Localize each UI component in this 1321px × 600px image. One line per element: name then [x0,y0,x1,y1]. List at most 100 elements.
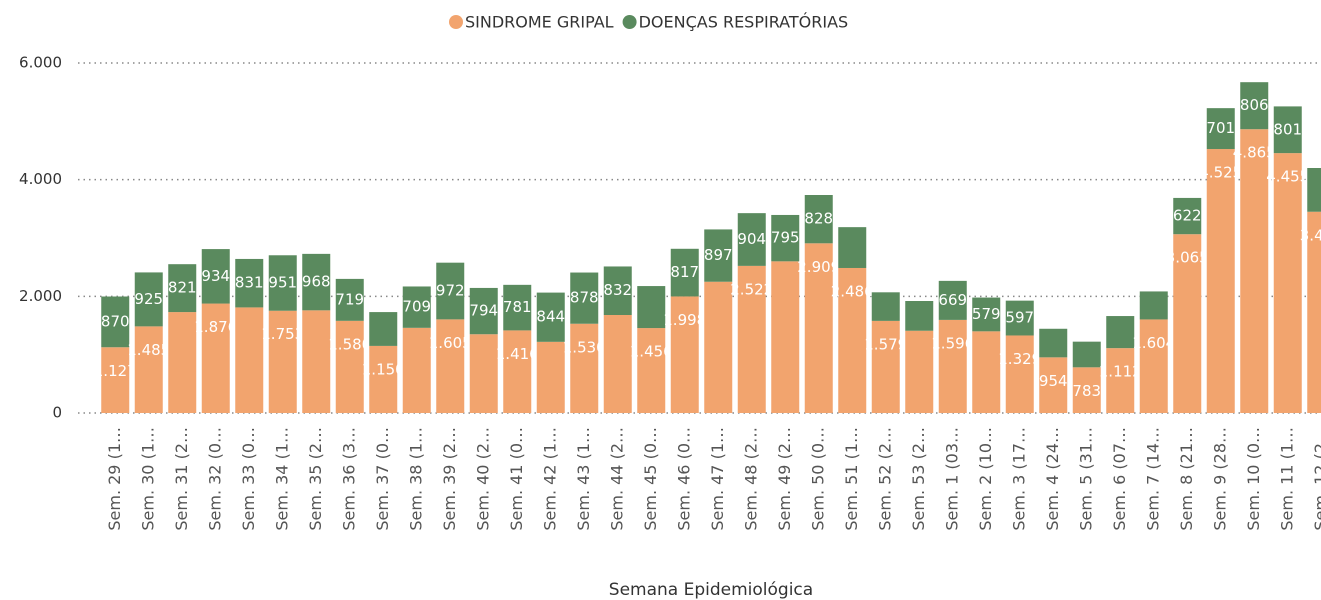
data-label: 831 [235,274,264,292]
bar-segment [1139,319,1168,413]
data-label: 828 [804,210,833,228]
x-tick-label: Sem. 1 (03… [942,427,961,531]
bar-segment [603,266,632,315]
bar-segment [1005,300,1034,336]
data-label: 794 [469,302,498,320]
bar-segment [1273,153,1302,413]
bar-segment [101,347,130,413]
x-tick-label: Sem. 33 (0… [239,427,258,531]
bar-segment [637,328,666,413]
bar-segment [1106,316,1135,349]
data-label: 1.580 [328,335,371,353]
x-tick-label: Sem. 10 (0… [1244,427,1263,531]
x-tick-label: Sem. 39 (2… [440,427,459,531]
bar-segment [1307,211,1321,413]
data-label: 781 [503,298,532,316]
data-label: 897 [704,246,733,264]
x-tick-label: Sem. 41 (0… [507,427,526,531]
x-tick-label: Sem. 29 (1… [105,427,124,531]
bar-segment [972,297,1001,332]
x-tick-label: Sem. 37 (0… [373,427,392,531]
bar-segment [737,213,766,266]
data-label: 870 [101,312,130,330]
bar-segment [469,334,498,413]
bar-segment [1173,234,1202,413]
x-tick-label: Sem. 5 (31… [1076,427,1095,531]
data-label: 669 [938,291,967,309]
legend-marker [449,15,463,29]
bar-segment [570,272,599,324]
legend-label: SINDROME GRIPAL [465,13,614,32]
x-tick-label: Sem. 43 (1… [574,427,593,531]
bar-segment [1039,357,1068,413]
bar-segment [704,281,733,413]
x-tick-label: Sem. 12 (2… [1311,427,1321,531]
data-label: 1.485 [127,341,170,359]
bar-segment [402,286,431,328]
data-label: 904 [737,230,766,248]
data-label: 1.998 [663,311,706,329]
data-label: 925 [134,290,163,308]
x-tick-label: Sem. 35 (2… [306,427,325,531]
data-label: 3.450 [1300,226,1321,244]
bar-segment [637,286,666,329]
data-label: 1.150 [362,360,405,378]
data-label: 1.579 [864,335,907,353]
x-tick-label: Sem. 38 (1… [406,427,425,531]
data-label: 2.909 [797,258,840,276]
x-axis-title: Semana Epidemiológica [609,580,813,600]
data-label: 878 [570,289,599,307]
data-label: 622 [1173,207,1202,225]
bar-segment [302,310,331,413]
data-label: 4.455 [1266,168,1309,186]
data-label: 954 [1039,372,1068,390]
data-label: 2.486 [831,282,874,300]
bar-segment [201,303,230,413]
data-label: 951 [268,274,297,292]
bar-segment [402,327,431,413]
bar-segment [1240,129,1269,414]
data-label: 1.456 [630,343,673,361]
data-label: 806 [1240,96,1269,114]
bar-segment [1005,335,1034,413]
x-tick-label: Sem. 40 (2… [473,427,492,531]
bar-segment [1273,106,1302,154]
data-label: 701 [1206,119,1235,137]
data-label: 783 [1072,382,1101,400]
data-label: 1.604 [1132,334,1175,352]
bar-segment [436,262,465,320]
bar-segment [972,331,1001,413]
bar-segment [201,249,230,304]
x-tick-label: Sem. 53 (2… [909,427,928,531]
bar-segment [905,301,934,331]
bar-segment [938,280,967,320]
bar-segment [1106,348,1135,413]
data-label: 1.416 [496,345,539,363]
x-tick-label: Sem. 48 (2… [741,427,760,531]
bar-segment [302,253,331,311]
bar-segment [101,296,130,348]
data-label: 1.605 [429,334,472,352]
bar-segment [134,272,163,327]
x-tick-label: Sem. 30 (1… [138,427,157,531]
data-label: 579 [972,305,1001,323]
bar-segment [168,264,197,313]
data-label: 4.865 [1233,144,1276,162]
data-label: 1.876 [194,318,237,336]
bar-segment [335,278,364,321]
data-label: 1.127 [94,362,137,380]
bar-segment [503,330,532,413]
bar-segment [536,292,565,342]
y-tick-label: 2.000 [19,287,62,305]
data-label: 1.530 [563,338,606,356]
data-label: 597 [1005,309,1034,327]
bar-segment [1206,108,1235,150]
data-label: 817 [670,263,699,281]
bar-segment [536,341,565,413]
bar-segment [838,227,867,268]
x-tick-label: Sem. 42 (1… [540,427,559,531]
bar-segment [335,320,364,413]
y-tick-label: 6.000 [19,54,62,72]
x-tick-label: Sem. 49 (2… [775,427,794,531]
